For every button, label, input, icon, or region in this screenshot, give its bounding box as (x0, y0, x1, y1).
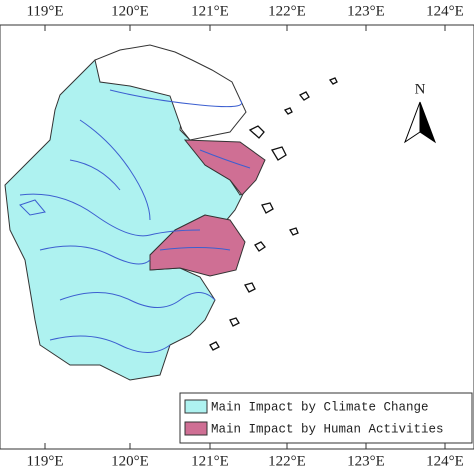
plain-region (94, 44, 247, 141)
bottom-label: 122°E (268, 453, 306, 469)
ticks (44, 25, 446, 449)
legend-label: Main Impact by Climate Change (211, 400, 429, 414)
bottom-label: 121°E (191, 453, 229, 469)
legend-swatch (184, 421, 208, 436)
islands (209, 77, 338, 351)
legend-label: Main Impact by Human Activities (211, 422, 444, 436)
bottom-label: 124°E (426, 453, 464, 469)
north-label: N (415, 81, 426, 97)
rivers (19, 89, 251, 353)
human-region (149, 214, 246, 277)
legend-box (179, 392, 473, 444)
human-region (183, 139, 266, 196)
top-label: 122°E (268, 3, 306, 19)
axis-labels: 119°E 120°E 121°E 122°E 123°E 124°E 119°E 120°E… (26, 3, 463, 469)
top-label: 124°E (426, 3, 464, 19)
bottom-label: 119°E (26, 453, 63, 469)
legend: Main Impact by Climate Change Main Impact… (184, 399, 444, 436)
legend-swatch (184, 399, 208, 414)
top-label: 120°E (111, 3, 149, 19)
top-label: 123°E (347, 3, 385, 19)
top-label: 119°E (26, 3, 63, 19)
top-label: 121°E (191, 3, 229, 19)
bottom-label: 120°E (111, 453, 149, 469)
north-arrow: N (403, 81, 437, 144)
bottom-label: 123°E (347, 453, 385, 469)
